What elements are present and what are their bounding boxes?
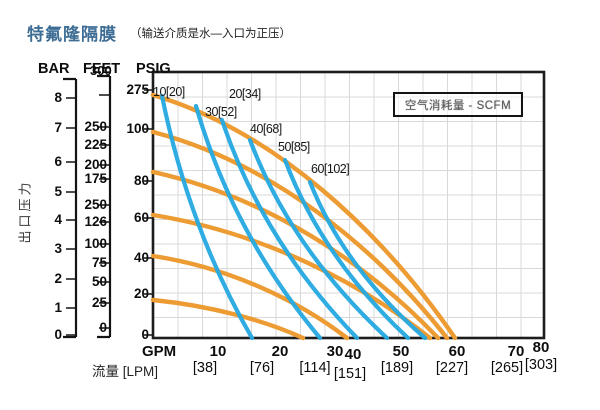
gpm-tick-label-30: 30 bbox=[326, 343, 344, 360]
page-title: 特氟隆隔膜 bbox=[27, 25, 117, 44]
feet-tick-label-10: 0 bbox=[99, 319, 107, 335]
lpm-tick-label-4: [189] bbox=[380, 360, 414, 376]
gpm-tick-label-20: 20 bbox=[271, 343, 289, 360]
gpm-tick-label-10: 10 bbox=[209, 343, 227, 360]
air-curve-label-4: 50[85] bbox=[278, 140, 310, 154]
gpm-tick-label-40: 40 bbox=[344, 346, 362, 363]
bar-tick-label-5: 5 bbox=[54, 183, 62, 199]
feet-tick-label-2: 200 bbox=[84, 156, 107, 172]
psig-tick-label-80: 80 bbox=[133, 172, 149, 188]
lpm-tick-label-6: [265] bbox=[490, 360, 524, 376]
page-title-note: （输送介质是水—入口为正压） bbox=[130, 28, 291, 40]
bar-axis-header: BAR bbox=[38, 61, 70, 77]
feet-300-overlap-label: 300 bbox=[90, 63, 112, 78]
psig-tick-label-0: 0 bbox=[141, 326, 149, 342]
bar-tick-label-8: 8 bbox=[54, 89, 62, 105]
bar-tick-label-1: 1 bbox=[54, 299, 62, 315]
lpm-tick-label-7: [303] bbox=[524, 357, 558, 373]
air-curve-label-3: 40[68] bbox=[250, 122, 282, 136]
feet-tick-label-9: 25 bbox=[91, 294, 107, 310]
feet-tick-label-8: 50 bbox=[91, 273, 107, 289]
air-curve-label-1: 20[34] bbox=[229, 87, 261, 101]
bar-tick-label-2: 2 bbox=[54, 270, 62, 286]
air-curve-label-0: 10[20] bbox=[153, 85, 185, 99]
bar-tick-label-6: 6 bbox=[54, 153, 62, 169]
psig-tick-label-275: 275 bbox=[126, 81, 149, 97]
lpm-tick-label-5: [227] bbox=[435, 360, 469, 376]
psig-tick-label-20: 20 bbox=[133, 285, 149, 301]
psig-tick-label-100: 100 bbox=[126, 120, 149, 136]
psig-tick-label-40: 40 bbox=[133, 249, 149, 265]
lpm-tick-label-3: [151] bbox=[333, 366, 367, 382]
feet-tick-label-7: 75 bbox=[91, 254, 107, 270]
feet-tick-label-4: 250 bbox=[84, 196, 107, 212]
flow-unit-label: 流量 [LPM] bbox=[92, 364, 159, 379]
air-curve-label-2: 30[52] bbox=[205, 105, 237, 119]
gpm-unit-label: GPM bbox=[142, 343, 177, 360]
feet-tick-label-5: 126 bbox=[84, 213, 107, 229]
bar-tick-label-0: 0 bbox=[54, 326, 62, 342]
lpm-tick-label-0: [38] bbox=[192, 360, 218, 376]
psig-axis-header: PSIG bbox=[136, 61, 171, 77]
feet-tick-label-1: 225 bbox=[84, 136, 107, 152]
legend-box: 空气消耗量 - SCFM bbox=[393, 92, 523, 117]
bar-tick-label-4: 4 bbox=[54, 211, 62, 227]
feet-tick-label-0: 250 bbox=[84, 118, 107, 134]
air-curve-label-5: 60[102] bbox=[311, 162, 350, 176]
bar-tick-label-7: 7 bbox=[54, 119, 62, 135]
feet-tick-label-6: 100 bbox=[84, 235, 107, 251]
lpm-tick-label-1: [76] bbox=[249, 360, 275, 376]
legend-label: 空气消耗量 - SCFM bbox=[404, 99, 512, 112]
gpm-tick-label-70: 70 bbox=[507, 343, 525, 360]
bar-tick-label-3: 3 bbox=[54, 240, 62, 256]
psig-tick-label-60: 60 bbox=[133, 209, 149, 225]
gpm-tick-label-50: 50 bbox=[392, 343, 410, 360]
lpm-tick-label-2: [114] bbox=[299, 360, 331, 376]
feet-tick-label-3: 175 bbox=[84, 170, 107, 186]
feet-axis-header: FEET bbox=[83, 61, 121, 77]
gpm-tick-label-60: 60 bbox=[448, 343, 466, 360]
gpm-tick-label-80: 80 bbox=[532, 339, 550, 356]
